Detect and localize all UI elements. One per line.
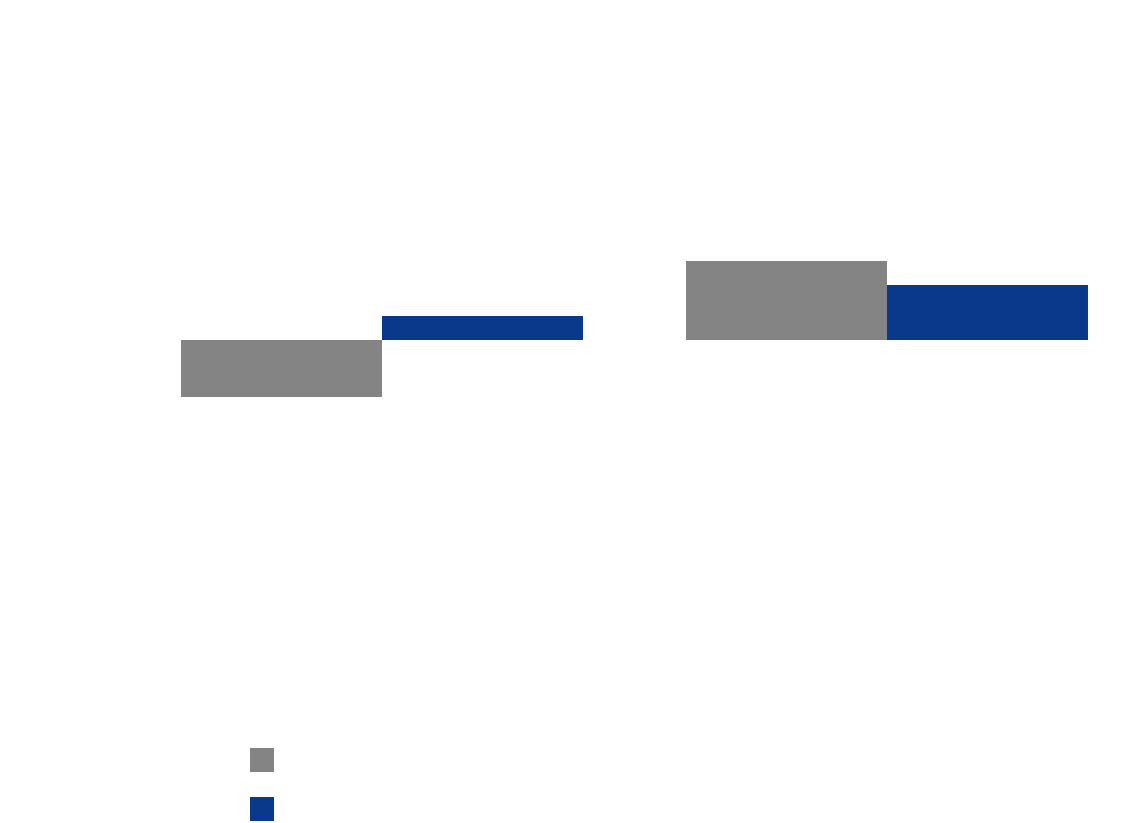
legend-swatch — [250, 797, 274, 821]
bar — [382, 316, 583, 340]
legend-swatch — [250, 748, 274, 772]
bar — [181, 340, 382, 397]
bar — [887, 285, 1088, 340]
bar — [686, 261, 887, 340]
